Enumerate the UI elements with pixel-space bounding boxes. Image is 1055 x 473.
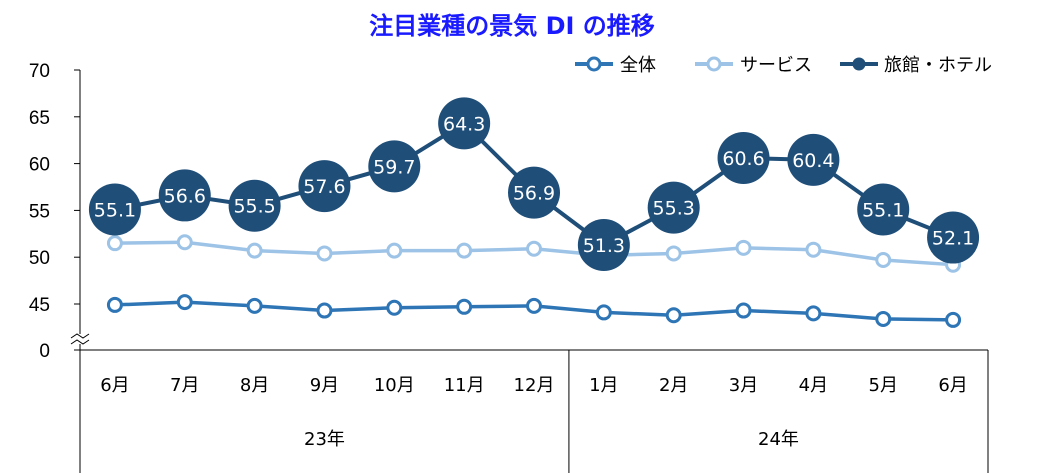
data-point (176, 234, 193, 251)
data-point (246, 242, 263, 259)
data-label: 56.9 (513, 183, 555, 205)
data-point (456, 298, 473, 315)
series-2: 55.1 56.6 55.5 57.6 59.7 64.3 56.9 51.3 55.3 60.6… (88, 97, 980, 272)
x-tick-label: 7月 (170, 375, 199, 396)
data-label: 55.5 (233, 196, 275, 218)
y-tick-label: 0 (39, 341, 50, 362)
data-point (526, 297, 542, 314)
data-label: 59.7 (373, 156, 415, 178)
series-0 (106, 294, 962, 328)
legend-label: 旅館・ホテル (884, 55, 992, 76)
data-point (735, 239, 752, 256)
axes: 0 45 50 55 60 65 70 6月 7月 8月 9月 10月 11月 12月 1月 2月 3月 4月 5月… (29, 61, 989, 473)
legend-item-2: 旅館・ホテル (840, 55, 992, 76)
data-point (665, 307, 682, 324)
data-point (158, 169, 211, 222)
data-label: 52.1 (932, 228, 974, 250)
legend-swatch-marker (586, 56, 602, 72)
data-point (805, 241, 822, 258)
data-point (595, 304, 612, 321)
y-tick-label: 60 (29, 155, 50, 176)
x-tick-label: 5月 (869, 375, 898, 396)
x-tick-label: 6月 (938, 375, 967, 396)
legend-label: 全体 (620, 55, 656, 76)
x-tick-label: 3月 (729, 375, 758, 396)
data-point (735, 302, 752, 319)
legend-swatch-marker (852, 57, 866, 71)
data-point (508, 166, 560, 219)
x-tick-label: 11月 (444, 375, 485, 396)
data-point (945, 311, 962, 328)
data-point (577, 219, 630, 272)
data-label: 60.6 (722, 148, 764, 170)
legend: 全体 サービス 旅館・ホテル (575, 55, 992, 76)
x-tick-label: 2月 (659, 375, 688, 396)
legend-item-0: 全体 (575, 55, 656, 76)
year-label: 24年 (758, 429, 799, 450)
x-tick-label: 12月 (514, 375, 555, 396)
series-1 (106, 234, 962, 273)
data-point (857, 183, 910, 236)
x-tick-label: 8月 (240, 375, 269, 396)
data-point (787, 133, 840, 186)
y-tick-label: 65 (29, 108, 50, 129)
data-point (438, 97, 491, 150)
data-point (526, 240, 542, 257)
data-point (228, 179, 281, 232)
x-tick-label: 10月 (374, 375, 415, 396)
data-label: 56.6 (164, 185, 206, 207)
data-label: 55.1 (94, 199, 136, 221)
data-label: 57.6 (303, 176, 345, 198)
legend-label: サービス (740, 55, 812, 76)
legend-swatch-marker (706, 56, 722, 72)
data-point (875, 310, 892, 327)
chart-title: 注目業種の景気 DI の推移 (369, 12, 655, 40)
x-tick-label: 4月 (799, 375, 828, 396)
y-tick-label: 70 (29, 61, 50, 82)
data-point (927, 211, 980, 264)
data-point (176, 294, 193, 311)
data-label: 55.1 (862, 199, 904, 221)
axis-break-mark (70, 333, 90, 345)
x-tick-label: 1月 (589, 375, 618, 396)
data-point (246, 297, 263, 314)
data-point (316, 245, 333, 262)
data-label: 60.4 (792, 150, 834, 172)
legend-item-1: サービス (695, 55, 812, 76)
data-label: 64.3 (443, 113, 485, 135)
year-label: 23年 (304, 429, 345, 450)
data-point (106, 235, 123, 252)
data-point (298, 160, 351, 213)
data-point (805, 305, 822, 322)
data-point (717, 131, 770, 184)
data-point (368, 140, 421, 193)
data-point (386, 242, 403, 259)
y-tick-label: 45 (29, 295, 50, 316)
data-point (875, 252, 892, 269)
x-tick-label: 6月 (100, 375, 129, 396)
data-point (106, 296, 123, 313)
y-tick-label: 55 (29, 201, 50, 222)
data-point (456, 242, 473, 259)
data-point (665, 245, 682, 262)
data-label: 55.3 (653, 198, 695, 220)
x-tick-label: 9月 (310, 375, 339, 396)
data-point (386, 299, 403, 316)
data-point (88, 183, 141, 236)
data-point (647, 181, 700, 234)
data-point (316, 302, 333, 319)
series-layer: 55.1 56.6 55.5 57.6 59.7 64.3 56.9 51.3 55.3 60.6… (88, 97, 980, 328)
y-tick-label: 50 (29, 248, 50, 269)
data-label: 51.3 (583, 235, 625, 257)
